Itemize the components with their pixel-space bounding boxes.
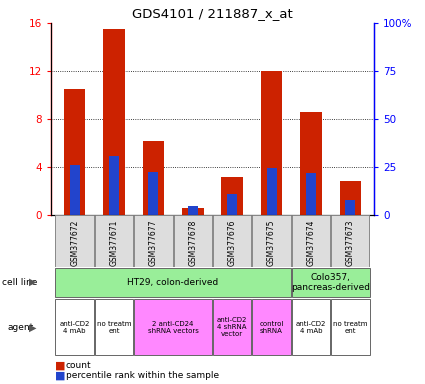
Bar bbox=[292, 268, 370, 297]
Bar bbox=[252, 300, 291, 355]
Bar bbox=[134, 215, 173, 267]
Text: GSM377677: GSM377677 bbox=[149, 219, 158, 266]
Bar bbox=[103, 29, 125, 215]
Text: percentile rank within the sample: percentile rank within the sample bbox=[66, 371, 219, 380]
Bar bbox=[55, 268, 291, 297]
Bar bbox=[300, 112, 322, 215]
Text: ■: ■ bbox=[55, 371, 66, 381]
Text: ▶: ▶ bbox=[29, 322, 37, 333]
Bar bbox=[148, 172, 159, 215]
Text: GSM377675: GSM377675 bbox=[267, 219, 276, 266]
Bar bbox=[213, 215, 251, 267]
Bar bbox=[227, 194, 237, 215]
Text: no treatm
ent: no treatm ent bbox=[97, 321, 131, 334]
Bar bbox=[221, 177, 243, 215]
Bar bbox=[134, 300, 212, 355]
Text: GSM377673: GSM377673 bbox=[346, 219, 355, 266]
Bar bbox=[95, 300, 133, 355]
Bar bbox=[95, 215, 133, 267]
Text: GSM377672: GSM377672 bbox=[70, 219, 79, 266]
Text: GSM377674: GSM377674 bbox=[306, 219, 315, 266]
Text: agent: agent bbox=[8, 323, 34, 332]
Text: GSM377671: GSM377671 bbox=[110, 219, 119, 266]
Bar bbox=[64, 89, 85, 215]
Bar bbox=[173, 215, 212, 267]
Bar bbox=[331, 215, 369, 267]
Text: no treatm
ent: no treatm ent bbox=[333, 321, 368, 334]
Text: GSM377678: GSM377678 bbox=[188, 219, 197, 266]
Text: control
shRNA: control shRNA bbox=[259, 321, 284, 334]
Text: ■: ■ bbox=[55, 361, 66, 371]
Bar bbox=[261, 71, 283, 215]
Text: ▶: ▶ bbox=[29, 277, 37, 287]
Bar bbox=[109, 156, 119, 215]
Bar bbox=[306, 173, 316, 215]
Bar bbox=[213, 300, 252, 355]
Bar bbox=[182, 208, 204, 215]
Bar bbox=[292, 300, 330, 355]
Text: Colo357,
pancreas-derived: Colo357, pancreas-derived bbox=[291, 273, 370, 292]
Bar bbox=[188, 207, 198, 215]
Bar bbox=[55, 300, 94, 355]
Text: count: count bbox=[66, 361, 91, 370]
Bar bbox=[70, 165, 79, 215]
Text: anti-CD2
4 mAb: anti-CD2 4 mAb bbox=[60, 321, 90, 334]
Bar bbox=[142, 141, 164, 215]
Bar bbox=[252, 215, 291, 267]
Text: 2 anti-CD24
shRNA vectors: 2 anti-CD24 shRNA vectors bbox=[147, 321, 198, 334]
Text: GSM377676: GSM377676 bbox=[228, 219, 237, 266]
Bar bbox=[266, 168, 277, 215]
Bar bbox=[346, 200, 355, 215]
Bar bbox=[331, 300, 370, 355]
Text: HT29, colon-derived: HT29, colon-derived bbox=[128, 278, 219, 287]
Text: anti-CD2
4 mAb: anti-CD2 4 mAb bbox=[296, 321, 326, 334]
Bar bbox=[55, 215, 94, 267]
Text: cell line: cell line bbox=[2, 278, 37, 287]
Title: GDS4101 / 211887_x_at: GDS4101 / 211887_x_at bbox=[132, 7, 293, 20]
Text: anti-CD2
4 shRNA
vector: anti-CD2 4 shRNA vector bbox=[217, 317, 247, 338]
Bar bbox=[292, 215, 330, 267]
Bar bbox=[340, 182, 361, 215]
